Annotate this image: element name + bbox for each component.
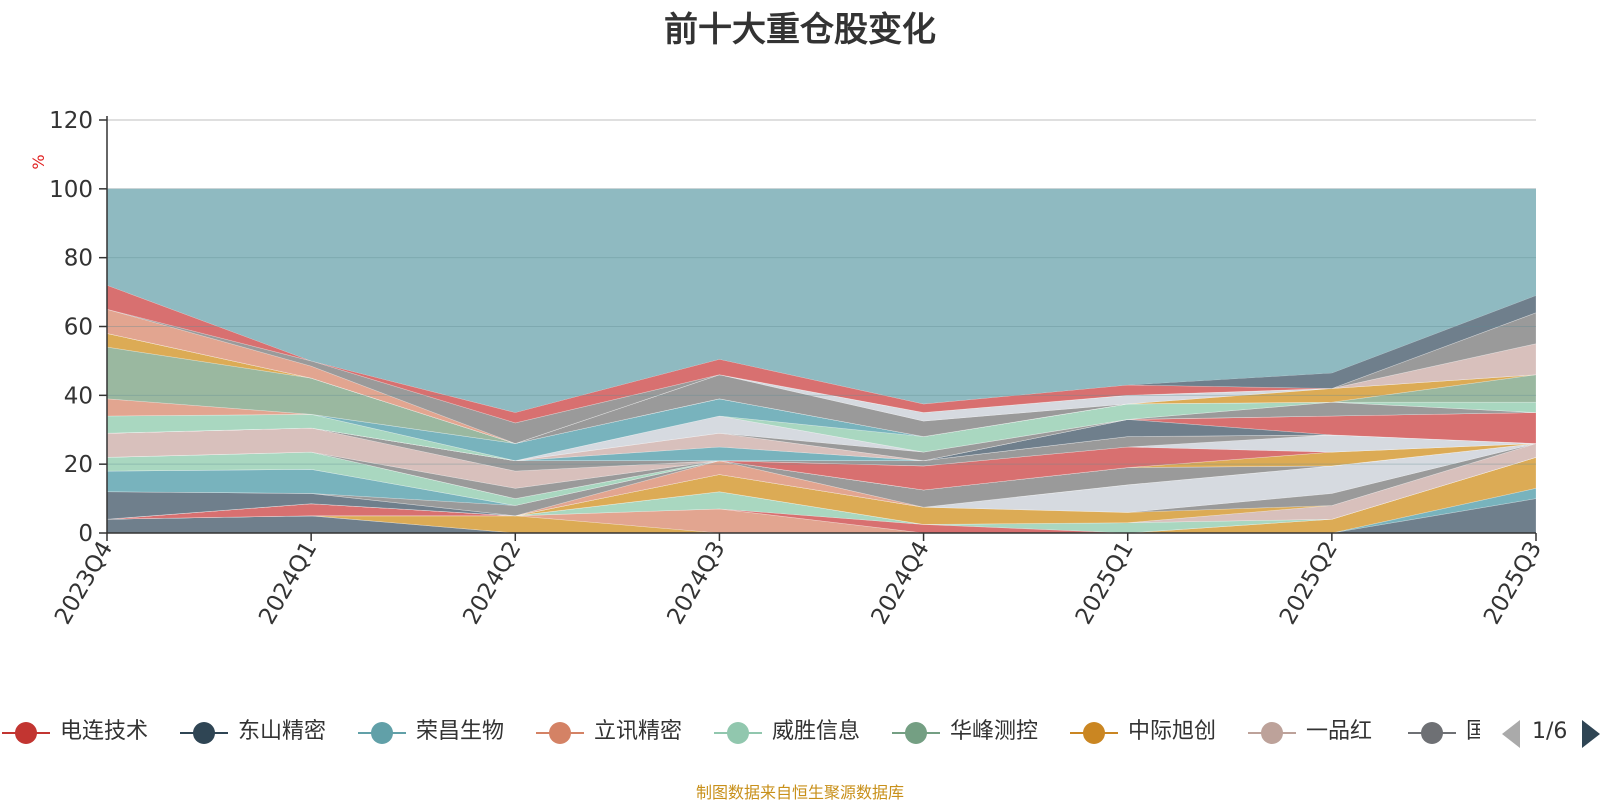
legend-next-icon[interactable] xyxy=(1582,720,1600,748)
legend-pager: 1/6 xyxy=(1500,716,1600,750)
x-tick-label: 2024Q1 xyxy=(254,537,322,629)
legend-label: 一品红 xyxy=(1306,719,1373,744)
area-series-group xyxy=(106,188,1537,534)
legend-label: 华峰测控 xyxy=(950,719,1039,744)
chart-title: 前十大重仓股变化 xyxy=(664,10,936,50)
area-series-31 xyxy=(106,346,1537,444)
legend-marker-icon xyxy=(1408,722,1456,744)
y-tick-label: 100 xyxy=(49,177,93,203)
y-axis-label: % xyxy=(29,154,48,169)
legend-item[interactable]: 一品红 xyxy=(1246,716,1406,750)
legend-label: 国 xyxy=(1466,719,1480,744)
legend-dot xyxy=(1083,722,1105,744)
legend-dot xyxy=(15,722,37,744)
legend-dot xyxy=(905,722,927,744)
legend-dot xyxy=(1421,722,1443,744)
legend-marker-icon xyxy=(714,722,762,744)
legend-prev-icon[interactable] xyxy=(1502,720,1520,748)
legend-item[interactable]: 立讯精密 xyxy=(534,716,712,750)
x-tick-label: 2024Q3 xyxy=(662,537,730,629)
x-tick-label: 2025Q1 xyxy=(1071,537,1139,629)
legend-marker-icon xyxy=(358,722,406,744)
legend-dot xyxy=(193,722,215,744)
legend-label: 威胜信息 xyxy=(772,719,861,744)
x-tick-label: 2025Q3 xyxy=(1479,537,1547,629)
legend: 电连技术 东山精密 荣昌生物 立讯精密 威胜信息 华峰测控 中际旭创 一品红 国 xyxy=(0,716,1480,750)
chart-plot: 0 20 40 60 80 100 120% 2023Q4 2024Q1 2024Q2 2024Q3… xyxy=(29,108,1547,629)
legend-marker-icon xyxy=(2,722,50,744)
legend-item[interactable]: 东山精密 xyxy=(178,716,356,750)
legend-label: 东山精密 xyxy=(238,719,327,744)
area-series-other xyxy=(107,188,1536,413)
legend-dot xyxy=(371,722,393,744)
legend-item[interactable]: 中际旭创 xyxy=(1068,716,1246,750)
legend-marker-icon xyxy=(892,722,940,744)
x-tick-label: 2025Q2 xyxy=(1275,537,1343,629)
y-tick-label: 80 xyxy=(64,246,93,272)
legend-dot xyxy=(549,722,571,744)
legend-dot xyxy=(1261,722,1283,744)
x-tick-label: 2024Q2 xyxy=(458,537,526,629)
legend-label: 中际旭创 xyxy=(1128,719,1217,744)
y-tick-label: 60 xyxy=(64,315,93,341)
legend-label: 电连技术 xyxy=(60,719,149,744)
legend-marker-icon xyxy=(1248,722,1296,744)
y-tick-label: 20 xyxy=(64,452,93,478)
legend-page-indicator: 1/6 xyxy=(1532,719,1568,744)
legend-label: 立讯精密 xyxy=(594,719,683,744)
source-note: 制图数据来自恒生聚源数据库 xyxy=(695,783,904,802)
x-tick-label: 2024Q4 xyxy=(867,537,935,629)
legend-label: 荣昌生物 xyxy=(416,719,505,744)
legend-dot xyxy=(727,722,749,744)
legend-item[interactable]: 华峰测控 xyxy=(890,716,1068,750)
legend-marker-icon xyxy=(1070,722,1118,744)
x-tick-label: 2023Q4 xyxy=(50,537,118,629)
legend-item[interactable]: 威胜信息 xyxy=(712,716,890,750)
y-tick-label: 40 xyxy=(64,383,93,409)
area-series-29 xyxy=(106,398,1536,462)
y-tick-label: 0 xyxy=(78,521,93,547)
legend-marker-icon xyxy=(180,722,228,744)
legend-marker-icon xyxy=(536,722,584,744)
legend-item[interactable]: 国 xyxy=(1406,716,1480,750)
legend-item[interactable]: 电连技术 xyxy=(0,716,178,750)
y-tick-label: 120 xyxy=(49,108,93,134)
legend-item[interactable]: 荣昌生物 xyxy=(356,716,534,750)
